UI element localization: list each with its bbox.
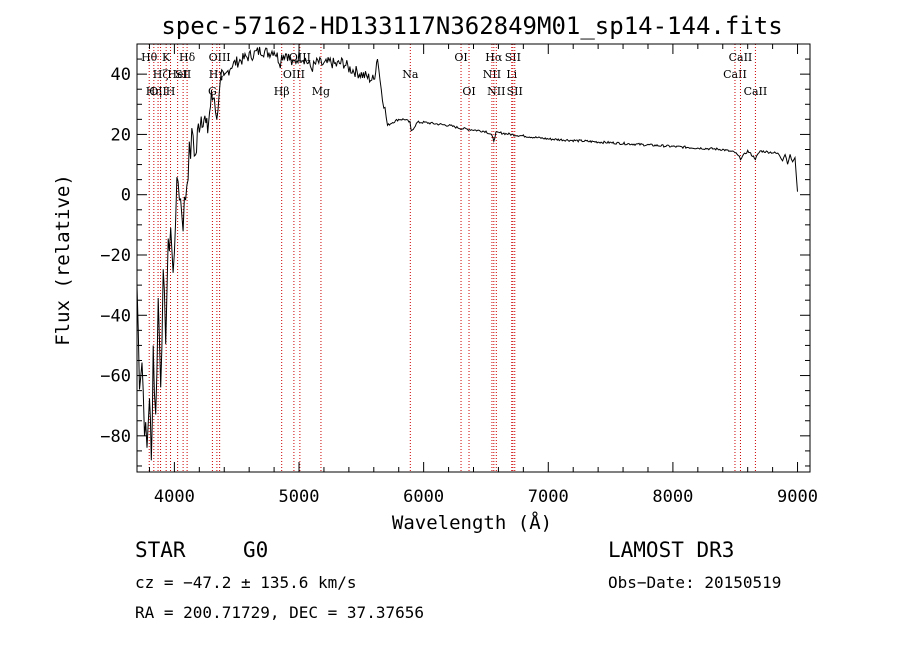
line-label-16: Na: [402, 68, 419, 81]
line-label-12: Hβ: [274, 85, 290, 98]
plot-frame: [136, 43, 811, 473]
line-label-3: Hζ: [153, 68, 169, 81]
x-tick-label: 9000: [777, 487, 818, 507]
y-tick-label: −20: [100, 246, 131, 266]
x-tick-label: 8000: [652, 487, 693, 507]
line-label-9: G: [208, 85, 217, 98]
y-tick-label: −40: [100, 306, 131, 326]
x-axis-label: Wavelength (Å): [392, 511, 552, 534]
line-label-25: CaII: [723, 68, 747, 81]
x-tick-label: 6000: [403, 487, 444, 507]
redshift-velocity: cz = −47.2 ± 135.6 km/s: [135, 573, 357, 592]
object-type: STAR: [135, 538, 186, 562]
y-tick-label: 0: [121, 186, 131, 206]
coordinates: RA = 200.71729, DEC = 37.37656: [135, 603, 424, 622]
line-label-2: OII: [149, 85, 167, 98]
y-tick-label: 40: [111, 65, 131, 85]
line-label-23: SII: [505, 51, 521, 64]
line-label-18: OI: [462, 85, 475, 98]
line-label-21: NII: [487, 85, 505, 98]
line-label-0: Hθ: [141, 51, 158, 64]
axis-ticks: 4000 5000 6000 7000 8000 9000 −80 −60 −40 −20 0 20 4…: [100, 43, 818, 507]
line-label-24: SII: [507, 85, 523, 98]
spectral-line-markers: HθHηOIIHζKHHeISIIHδGHγOIIIHβOIIIOIIIMgNa…: [141, 44, 767, 472]
survey-name: LAMOST DR3: [608, 538, 735, 562]
y-tick-label: −80: [100, 427, 131, 447]
line-label-5: H: [166, 85, 176, 98]
y-axis-label: Flux (relative): [52, 174, 74, 346]
x-tick-label: 4000: [154, 487, 195, 507]
line-label-13: OIII: [283, 68, 305, 81]
line-label-10: Hγ: [209, 68, 226, 81]
chart-title: spec-57162-HD133117N362849M01_sp14-144.f…: [161, 12, 782, 40]
observation-date: Obs−Date: 20150519: [608, 573, 782, 592]
x-tick-label: 5000: [279, 487, 320, 507]
spectrum-chart: spec-57162-HD133117N362849M01_sp14-144.f…: [52, 12, 818, 534]
line-label-1: Hη: [146, 85, 162, 98]
line-label-26: CaII: [729, 51, 753, 64]
spectral-subclass: G0: [243, 538, 269, 562]
line-label-20: Hα: [485, 51, 503, 64]
line-label-19: NII: [483, 68, 501, 81]
line-label-22: Li: [506, 68, 517, 81]
x-tick-label: 7000: [528, 487, 569, 507]
y-tick-label: 20: [111, 125, 131, 145]
line-label-4: K: [162, 51, 171, 64]
y-tick-label: −60: [100, 367, 131, 387]
line-label-27: CaII: [744, 85, 768, 98]
line-label-11: OIII: [209, 51, 231, 64]
line-label-7: SII: [175, 68, 191, 81]
line-label-15: Mg: [312, 85, 330, 98]
line-label-17: OI: [454, 51, 467, 64]
spectrum-line: [136, 46, 798, 461]
line-label-8: Hδ: [179, 51, 196, 64]
